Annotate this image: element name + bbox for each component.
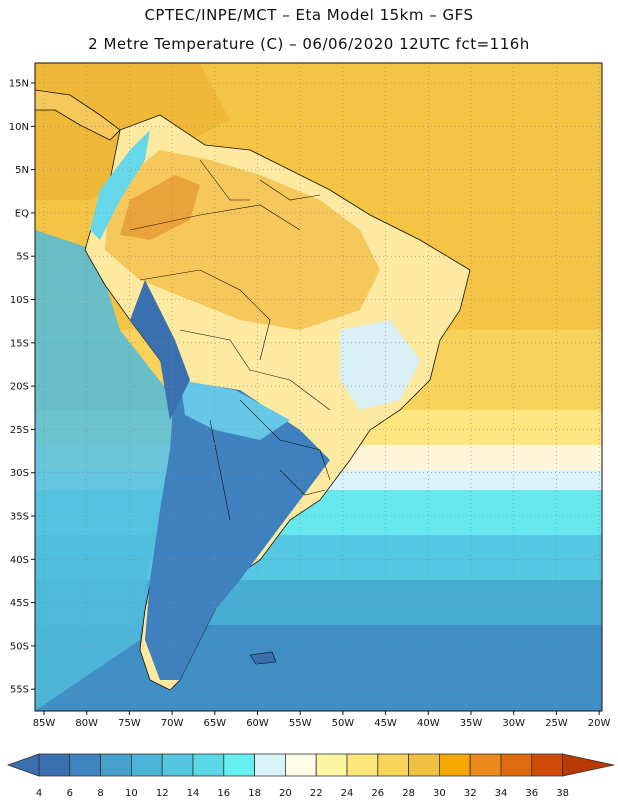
colorbar-label: 10 xyxy=(125,788,138,799)
southern-cone-cold xyxy=(145,380,330,680)
lat-label: 15S xyxy=(10,338,29,349)
lon-label: 60W xyxy=(246,718,269,729)
lat-label: 30S xyxy=(10,468,29,479)
lon-label: 30W xyxy=(502,718,525,729)
colorbar-label: 4 xyxy=(36,788,42,799)
colorbar-box xyxy=(284,753,317,777)
lon-label: 55W xyxy=(289,718,312,729)
colorbar-label: 26 xyxy=(371,788,384,799)
lon-label: 75W xyxy=(118,718,141,729)
lon-label: 50W xyxy=(332,718,355,729)
lat-label: EQ xyxy=(15,208,29,219)
colorbar-label: 28 xyxy=(402,788,415,799)
lat-label: 5S xyxy=(16,252,29,263)
colorbar-box xyxy=(69,753,102,777)
colorbar-arrow-low xyxy=(6,753,40,777)
colorbar-box xyxy=(408,753,440,777)
central-america-land xyxy=(35,89,121,141)
lat-label: 10S xyxy=(10,295,29,306)
lat-label: 20S xyxy=(10,382,29,393)
colorbar-label: 34 xyxy=(495,788,508,799)
lat-label: 55S xyxy=(10,685,29,696)
colorbar-label: 16 xyxy=(217,788,230,799)
colorbar-box xyxy=(531,753,563,777)
northern-andes-cool xyxy=(90,130,150,240)
lon-label: 45W xyxy=(374,718,397,729)
lon-label: 85W xyxy=(33,718,56,729)
colorbar-box xyxy=(223,753,256,777)
lon-label: 70W xyxy=(161,718,184,729)
map-gridlines xyxy=(35,63,602,711)
colorbar-box xyxy=(161,753,194,777)
colorbar: 4 6 8 10 12 14 16 18 20 22 24 26 28 30 32 34 36 38 xyxy=(6,753,615,799)
colorbar-box xyxy=(500,753,533,777)
colorbar-box xyxy=(315,753,348,777)
lon-label: 20W xyxy=(588,718,611,729)
lon-label: 35W xyxy=(460,718,483,729)
colorbar-box xyxy=(130,753,163,777)
lat-label: 15N xyxy=(9,79,29,90)
lat-label: 50S xyxy=(10,641,29,652)
chart-title-line1: CPTEC/INPE/MCT – Eta Model 15km – GFS xyxy=(144,6,474,24)
lat-label: 35S xyxy=(10,512,29,523)
colorbar-label: 22 xyxy=(310,788,323,799)
pacific-cool-zone xyxy=(35,230,185,711)
lon-label: 40W xyxy=(417,718,440,729)
country-borders xyxy=(129,159,331,521)
brazil-highland-mild xyxy=(340,320,420,410)
andes-cold-strip xyxy=(130,280,190,420)
map-fields xyxy=(35,63,602,711)
chaco-cool-region xyxy=(180,380,290,440)
colorbar-label: 24 xyxy=(341,788,354,799)
falkland-islands xyxy=(249,651,277,665)
colorbar-box xyxy=(254,753,286,777)
colorbar-label: 14 xyxy=(187,788,200,799)
colorbar-label: 8 xyxy=(97,788,103,799)
colorbar-box xyxy=(192,753,225,777)
lon-label: 80W xyxy=(75,718,98,729)
colorbar-box xyxy=(100,753,132,777)
lat-label: 40S xyxy=(10,555,29,566)
lat-label: 45S xyxy=(10,598,29,609)
lon-label: 65W xyxy=(203,718,226,729)
colorbar-label: 30 xyxy=(433,788,446,799)
amazon-hot-region xyxy=(120,175,200,240)
colorbar-box xyxy=(438,753,471,777)
colorbar-label: 20 xyxy=(279,788,292,799)
lon-label: 25W xyxy=(545,718,568,729)
lat-label: 10N xyxy=(9,122,29,133)
lat-label: 5N xyxy=(15,165,29,176)
colorbar-label: 38 xyxy=(556,788,569,799)
latitude-labels: 15N 10N 5N EQ 5S 10S 15S 20S 25S 30S 35S 40S 45S 50S 5… xyxy=(9,79,35,696)
colorbar-label: 18 xyxy=(248,788,261,799)
longitude-labels: 85W 80W 75W 70W 65W 60W 55W 50W 45W 40W 35W 30W 25W 2… xyxy=(33,711,611,729)
map-frame xyxy=(34,62,603,712)
chart-title-line2: 2 Metre Temperature (C) – 06/06/2020 12U… xyxy=(88,35,530,53)
colorbar-box xyxy=(38,753,71,777)
colorbar-label: 32 xyxy=(464,788,477,799)
colorbar-arrow-high xyxy=(562,753,615,777)
lat-label: 25S xyxy=(10,425,29,436)
colorbar-label: 12 xyxy=(156,788,169,799)
colorbar-box xyxy=(377,753,409,777)
colorbar-label: 36 xyxy=(525,788,538,799)
colorbar-label: 6 xyxy=(67,788,73,799)
colorbar-box xyxy=(346,753,379,777)
colorbar-box xyxy=(469,753,502,777)
